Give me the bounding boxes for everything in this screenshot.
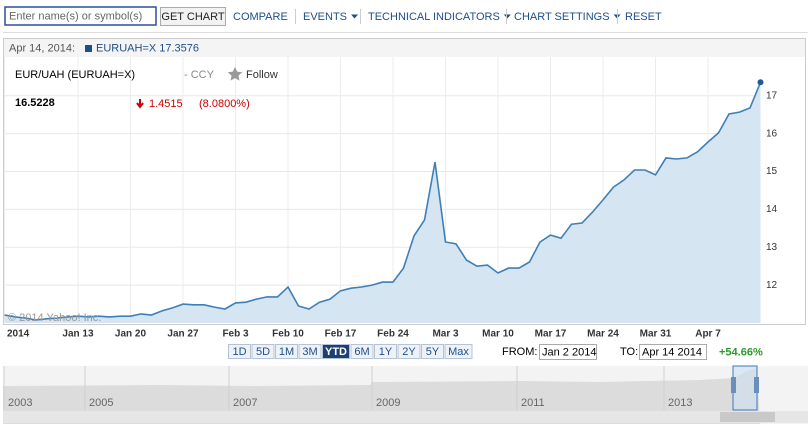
x-tick-label: Feb 10 xyxy=(272,329,304,340)
x-tick-label: Mar 10 xyxy=(482,329,514,340)
area-fill xyxy=(4,82,761,323)
range-button[interactable] xyxy=(397,344,421,359)
x-tick-label: 2014 xyxy=(7,329,30,340)
range-label: 1D xyxy=(232,346,246,358)
y-tick-label: 16 xyxy=(766,128,778,139)
price: 16.5228 xyxy=(15,97,55,109)
y-tick-label: 12 xyxy=(766,280,778,291)
tooltip-series: EURUAH=X 17.3576 xyxy=(96,42,199,54)
search-placeholder: Enter name(s) or symbol(s) xyxy=(9,10,142,22)
follow-star[interactable] xyxy=(227,67,243,81)
range-button[interactable] xyxy=(322,344,350,359)
navigator-thumb[interactable] xyxy=(720,412,775,422)
range-label: 6M xyxy=(354,346,369,358)
y-tick-label: 14 xyxy=(766,204,778,215)
from-value: Jan 2 2014 xyxy=(542,346,596,358)
navigator-scrollbar[interactable] xyxy=(3,411,808,423)
tooltip-date: Apr 14, 2014: xyxy=(9,42,75,54)
navigator-area xyxy=(3,368,760,424)
range-button[interactable] xyxy=(444,344,473,359)
series-swatch xyxy=(85,45,92,52)
y-tick-label: 13 xyxy=(766,242,778,253)
change-pct: (8.0800%) xyxy=(199,98,250,110)
menu-item[interactable]: TECHNICAL INDICATORS xyxy=(368,11,500,23)
range-label: 3M xyxy=(302,346,317,358)
range-button[interactable] xyxy=(421,344,444,359)
follow[interactable]: Follow xyxy=(246,69,278,81)
from-label: FROM: xyxy=(502,346,537,358)
y-tick-label: 15 xyxy=(766,166,778,177)
x-tick-label: Feb 17 xyxy=(325,329,357,340)
year-label: 2003 xyxy=(8,397,32,409)
range-button[interactable] xyxy=(350,344,374,359)
range-button[interactable] xyxy=(251,344,275,359)
down-arrow xyxy=(136,99,144,109)
year-label: 2009 xyxy=(376,397,400,409)
x-tick-label: Apr 7 xyxy=(695,329,721,340)
get-chart-button[interactable] xyxy=(160,7,226,26)
menu-item[interactable]: COMPARE xyxy=(233,11,288,23)
range-label: 1Y xyxy=(379,346,393,358)
exchange: - CCY xyxy=(184,69,215,81)
x-tick-label: Jan 13 xyxy=(62,329,94,340)
menu-caret xyxy=(503,14,511,19)
symbol-name: EUR/UAH (EURUAH=X) xyxy=(15,69,135,81)
price-line xyxy=(4,81,762,321)
range-label: 1M xyxy=(279,346,294,358)
navigator-handle-right[interactable] xyxy=(754,377,759,393)
x-tick-label: Mar 31 xyxy=(640,329,672,340)
range-button[interactable] xyxy=(298,344,322,359)
x-tick-label: Jan 20 xyxy=(115,329,147,340)
menu-item[interactable]: CHART SETTINGS xyxy=(514,11,610,23)
period-change: +54.66% xyxy=(719,346,763,358)
to-value: Apr 14 2014 xyxy=(642,346,702,358)
range-label: Max xyxy=(448,346,469,358)
navigator-handle-left[interactable] xyxy=(731,377,736,393)
y-tick-label: 17 xyxy=(766,90,778,101)
range-button[interactable] xyxy=(374,344,397,359)
x-tick-label: Feb 3 xyxy=(222,329,249,340)
x-tick-label: Feb 24 xyxy=(377,329,409,340)
get-chart-label: GET CHART xyxy=(161,11,224,23)
watermark: © 2014 Yahoo! Inc. xyxy=(8,312,101,324)
range-label: 2Y xyxy=(402,346,416,358)
from-input[interactable] xyxy=(539,344,597,360)
last-point xyxy=(757,79,764,86)
search-input[interactable] xyxy=(4,6,157,26)
range-label: 5Y xyxy=(426,346,440,358)
menu-item[interactable]: RESET xyxy=(625,11,662,23)
x-tick-label: Mar 24 xyxy=(587,329,619,340)
x-tick-label: Mar 3 xyxy=(432,329,459,340)
menu-caret xyxy=(351,14,359,19)
range-button[interactable] xyxy=(275,344,298,359)
year-label: 2013 xyxy=(668,397,692,409)
change: 1.4515 xyxy=(149,98,183,110)
navigator-window[interactable] xyxy=(732,365,758,411)
to-input[interactable] xyxy=(639,344,707,360)
range-button[interactable] xyxy=(228,344,251,359)
year-label: 2011 xyxy=(521,397,545,409)
range-label: YTD xyxy=(325,346,347,358)
year-label: 2005 xyxy=(89,397,113,409)
x-tick-label: Jan 27 xyxy=(167,329,199,340)
x-tick-label: Mar 17 xyxy=(535,329,567,340)
year-label: 2007 xyxy=(233,397,257,409)
to-label: TO: xyxy=(620,346,638,358)
tooltip-bar xyxy=(4,39,805,57)
range-label: 5D xyxy=(256,346,270,358)
menu-item[interactable]: EVENTS xyxy=(303,11,347,23)
